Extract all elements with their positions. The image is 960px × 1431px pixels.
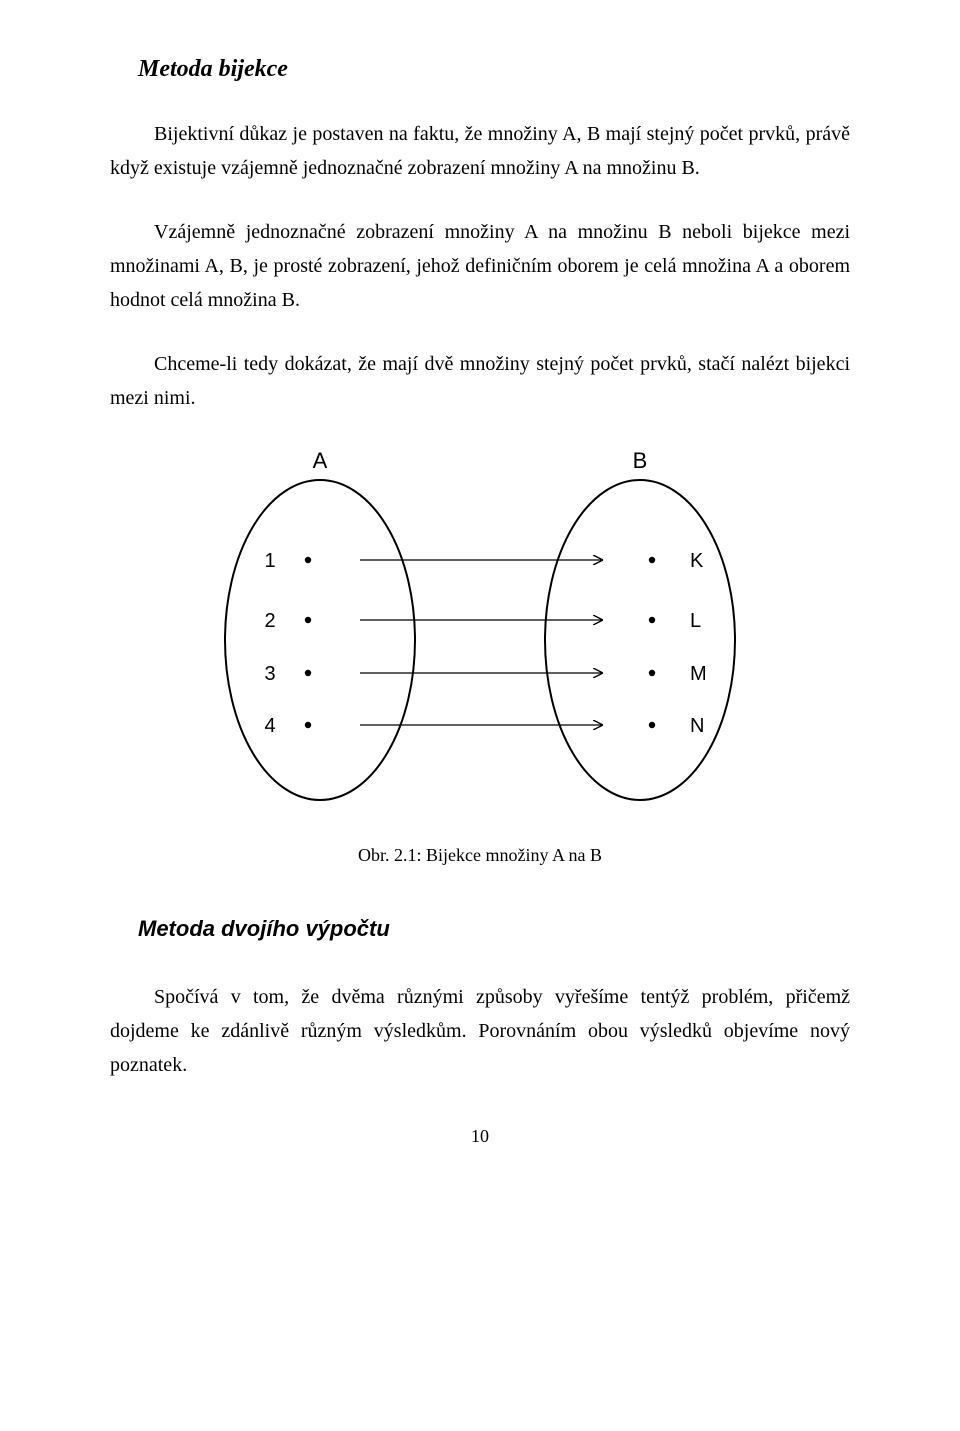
left-element-dot: [305, 722, 311, 728]
right-element-label: L: [690, 610, 701, 632]
section-heading-bijekce: Metoda bijekce: [138, 56, 850, 83]
left-element-dot: [305, 557, 311, 563]
left-element-dot: [305, 670, 311, 676]
left-element-label: 2: [264, 610, 275, 632]
left-element-label: 1: [264, 550, 275, 572]
left-element-label: 4: [264, 715, 275, 737]
paragraph-3: Chceme-li tedy dokázat, že mají dvě množ…: [110, 347, 850, 415]
page-number: 10: [110, 1126, 850, 1147]
right-element-dot: [649, 722, 655, 728]
right-element-label: M: [690, 663, 707, 685]
right-element-dot: [649, 617, 655, 623]
figure-caption: Obr. 2.1: Bijekce množiny A na B: [110, 845, 850, 866]
left-element-dot: [305, 617, 311, 623]
set-b-label: B: [633, 448, 648, 473]
right-element-label: N: [690, 715, 704, 737]
left-element-label: 3: [264, 663, 275, 685]
bijection-diagram: A B 1 2 3 4 K L M N: [200, 445, 760, 825]
set-a-label: A: [313, 448, 328, 473]
set-b-ellipse: [545, 480, 735, 800]
paragraph-1: Bijektivní důkaz je postaven na faktu, ž…: [110, 117, 850, 185]
right-element-dot: [649, 557, 655, 563]
section-heading-dvojiho: Metoda dvojího výpočtu: [138, 916, 850, 942]
set-a-ellipse: [225, 480, 415, 800]
paragraph-4: Spočívá v tom, že dvěma různými způsoby …: [110, 980, 850, 1082]
right-element-label: K: [690, 550, 704, 572]
paragraph-2: Vzájemně jednoznačné zobrazení množiny A…: [110, 215, 850, 317]
right-element-dot: [649, 670, 655, 676]
